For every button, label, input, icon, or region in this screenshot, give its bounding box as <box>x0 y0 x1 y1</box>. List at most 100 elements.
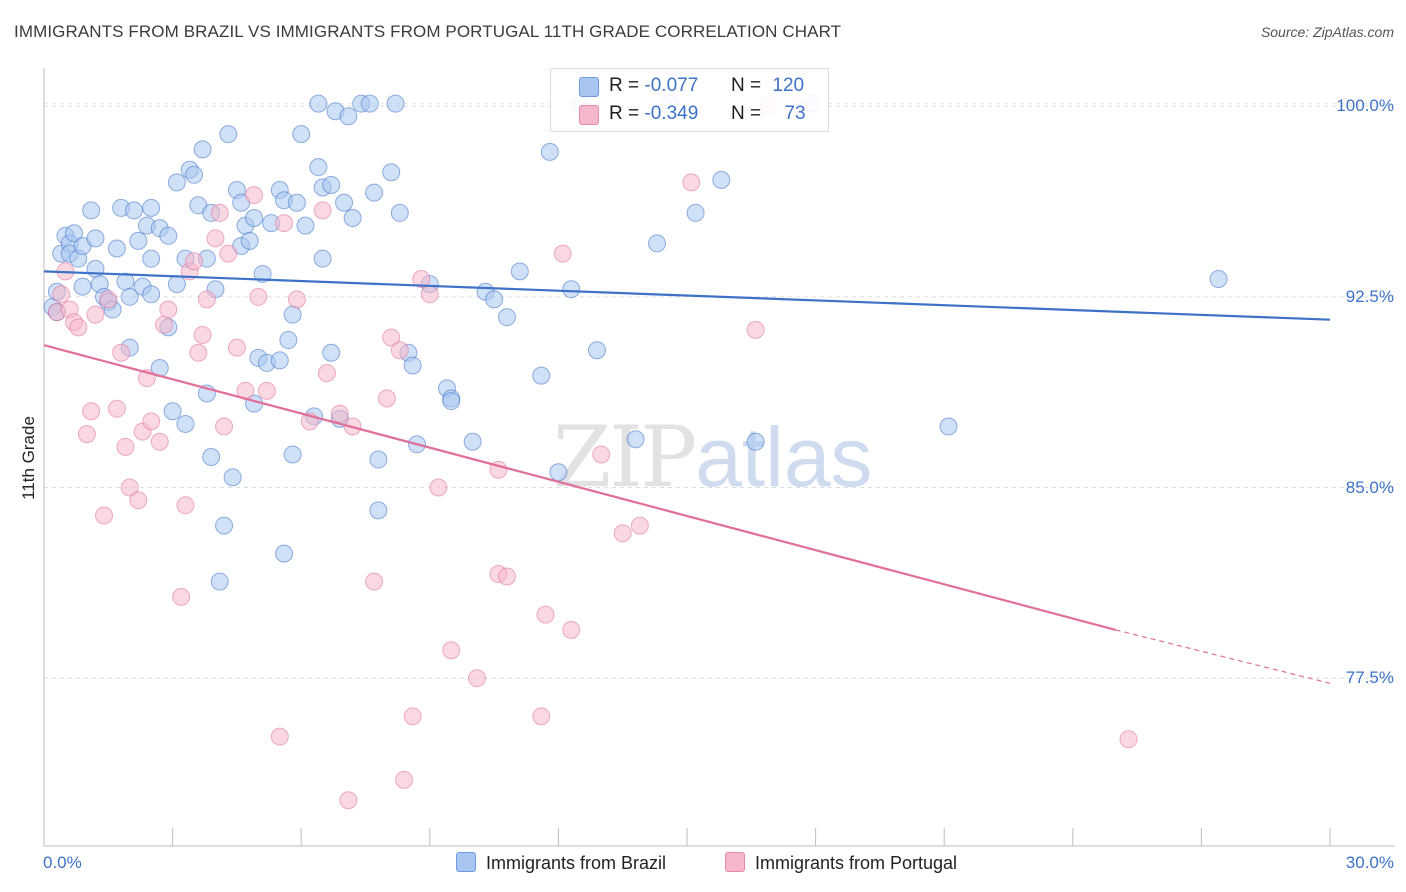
point-brazil <box>647 234 666 253</box>
point-brazil <box>296 216 315 235</box>
y-tick-label: 77.5% <box>1345 668 1394 688</box>
point-portugal <box>227 338 246 357</box>
point-brazil <box>210 572 229 591</box>
point-brazil <box>125 201 144 220</box>
point-brazil <box>939 417 958 436</box>
point-portugal <box>613 524 632 543</box>
point-portugal <box>197 290 216 309</box>
point-brazil <box>382 163 401 182</box>
y-tick-label: 92.5% <box>1345 286 1394 306</box>
bottom-legend-portugal: Immigrants from Portugal <box>725 852 957 874</box>
point-brazil <box>240 231 259 250</box>
point-portugal <box>330 404 349 423</box>
point-brazil <box>223 468 242 487</box>
point-portugal <box>562 620 581 639</box>
point-portugal <box>630 516 649 535</box>
point-portugal <box>142 412 161 431</box>
point-brazil <box>540 142 559 161</box>
point-brazil <box>73 277 92 296</box>
point-brazil <box>549 463 568 482</box>
point-portugal <box>116 437 135 456</box>
watermark-atlas: atlas <box>695 410 873 504</box>
bottom-legend-portugal-label: Immigrants from Portugal <box>755 853 958 873</box>
point-brazil <box>82 201 101 220</box>
point-brazil <box>202 448 221 466</box>
legend-n-brazil: N = 120 <box>731 75 805 96</box>
point-brazil <box>185 165 204 184</box>
point-portugal <box>682 173 701 192</box>
point-brazil <box>275 544 294 563</box>
point-brazil <box>292 125 311 144</box>
point-brazil <box>369 450 388 469</box>
point-portugal <box>467 669 486 688</box>
point-brazil <box>65 224 84 243</box>
point-portugal <box>193 325 212 344</box>
point-portugal <box>86 305 105 324</box>
point-portugal <box>746 320 765 339</box>
point-portugal <box>339 791 358 810</box>
point-portugal <box>403 707 422 726</box>
y-axis-label: 11th Grade <box>19 416 38 500</box>
point-brazil <box>335 193 354 212</box>
point-brazil <box>485 290 504 309</box>
point-brazil <box>322 175 341 194</box>
point-brazil <box>403 356 422 375</box>
point-portugal <box>69 318 88 337</box>
point-brazil <box>339 107 358 126</box>
point-brazil <box>142 249 161 268</box>
watermark-zip: ZIP <box>553 408 697 506</box>
point-brazil <box>390 203 409 222</box>
point-portugal <box>120 478 139 497</box>
point-brazil <box>120 287 139 306</box>
point-portugal <box>52 285 71 304</box>
point-portugal <box>112 343 131 362</box>
point-portugal <box>99 290 118 309</box>
point-brazil <box>107 239 126 258</box>
point-brazil <box>322 343 341 362</box>
point-portugal <box>257 381 276 400</box>
point-portugal <box>206 229 225 248</box>
chart-source: Source: ZipAtlas.com <box>1260 24 1394 40</box>
point-brazil <box>279 331 298 350</box>
point-brazil <box>313 249 332 268</box>
point-portugal <box>159 300 178 319</box>
point-portugal <box>249 287 268 306</box>
chart-title: IMMIGRANTS FROM BRAZIL VS IMMIGRANTS FRO… <box>14 22 842 41</box>
point-brazil <box>510 262 529 281</box>
point-portugal <box>245 186 264 205</box>
point-portugal <box>442 641 461 660</box>
legend-r-portugal: R = -0.349 <box>609 103 699 124</box>
point-portugal <box>82 402 101 421</box>
point-portugal <box>129 491 148 510</box>
axes <box>43 68 1395 847</box>
point-brazil <box>270 351 289 370</box>
point-portugal <box>270 727 289 746</box>
trend-line-brazil <box>43 270 1331 321</box>
trend-extension-portugal <box>1115 629 1331 684</box>
legend-n-portugal: N = 73 <box>731 103 806 124</box>
point-portugal <box>150 432 169 451</box>
point-brazil <box>159 226 178 245</box>
point-brazil <box>497 308 516 327</box>
point-brazil <box>309 158 328 177</box>
point-brazil <box>562 280 581 299</box>
point-portugal <box>219 244 238 263</box>
y-tick-label: 85.0% <box>1345 477 1394 497</box>
bottom-swatch-portugal <box>725 852 745 872</box>
data-points <box>43 94 1228 810</box>
point-brazil <box>360 94 379 113</box>
point-portugal <box>532 707 551 726</box>
point-brazil <box>142 198 161 217</box>
point-portugal <box>172 587 191 606</box>
point-brazil <box>686 203 705 222</box>
point-portugal <box>313 201 332 220</box>
point-brazil <box>129 231 148 250</box>
point-brazil <box>245 209 264 228</box>
point-brazil <box>369 501 388 520</box>
bottom-legend-brazil: Immigrants from Brazil <box>456 852 666 874</box>
point-brazil <box>253 264 272 283</box>
point-brazil <box>626 430 645 449</box>
point-portugal <box>185 252 204 271</box>
correlation-legend: R = -0.077 N = 120 R = -0.349 N = 73 <box>550 68 829 132</box>
